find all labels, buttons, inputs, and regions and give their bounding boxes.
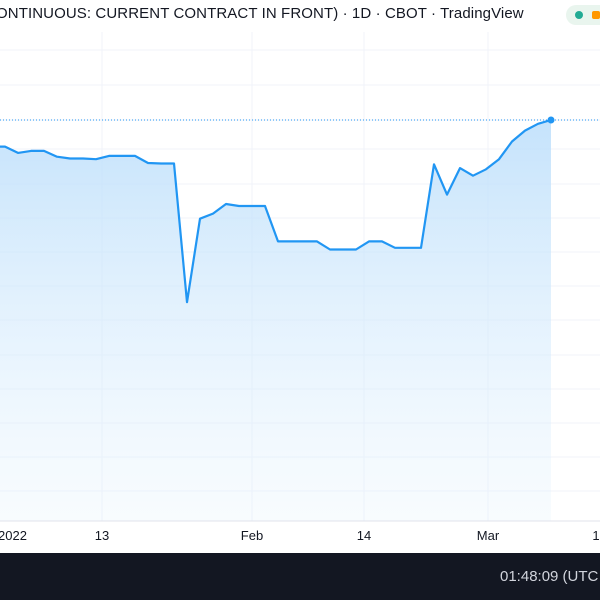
time-axis-tick-label: 14 [357,528,371,543]
time-axis: 2022 13 Feb 14 Mar 1 [0,528,600,543]
time-axis-tick-label: 1 [592,528,599,543]
price-chart[interactable]: 2022 13 Feb 14 Mar 1 [0,32,600,553]
chart-header: ONTINUOUS: CURRENT CONTRACT IN FRONT) · … [0,0,600,32]
delayed-data-icon [592,11,600,19]
time-axis-tick-label: Feb [241,528,263,543]
market-status-badge[interactable] [566,5,600,25]
price-area-fill [0,120,551,521]
last-price-marker [547,116,555,124]
bottom-toolbar: 01:48:09 (UTC [0,553,600,600]
clock-readout[interactable]: 01:48:09 (UTC [500,568,599,585]
time-axis-tick-label: Mar [477,528,500,543]
market-open-icon [575,11,583,19]
time-axis-tick-label: 13 [95,528,109,543]
time-axis-tick-label: 2022 [0,528,27,543]
chart-title: ONTINUOUS: CURRENT CONTRACT IN FRONT) · … [0,5,524,22]
price-line [0,118,552,304]
